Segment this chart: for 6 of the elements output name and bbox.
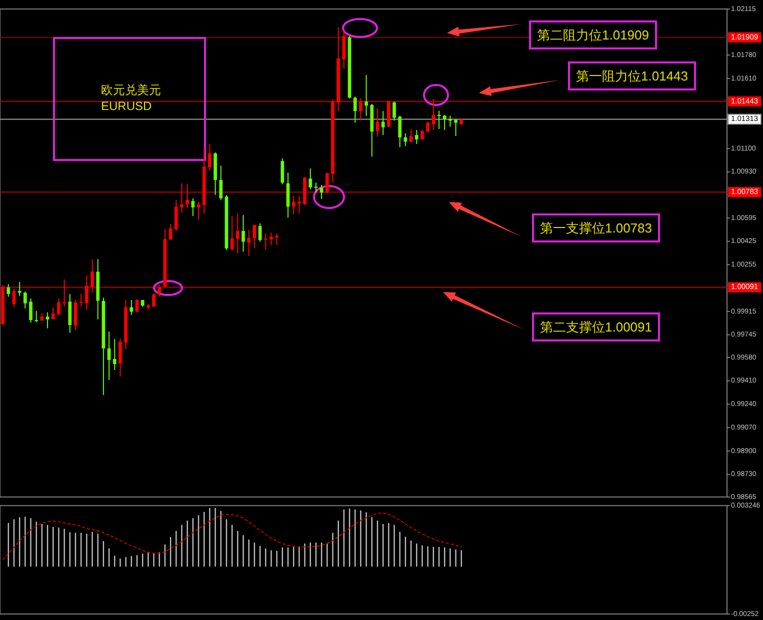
annotation: 第一支撑位1.00783 [540, 220, 652, 236]
annotation: 欧元兑美元 EURUSD [101, 83, 161, 113]
annotation: 第二支撑位1.00091 [540, 319, 652, 334]
annotation: 第一阻力位1.01443 [576, 68, 688, 84]
annotation: 第二阻力位1.01909 [537, 27, 649, 42]
line-series [2, 512, 462, 560]
